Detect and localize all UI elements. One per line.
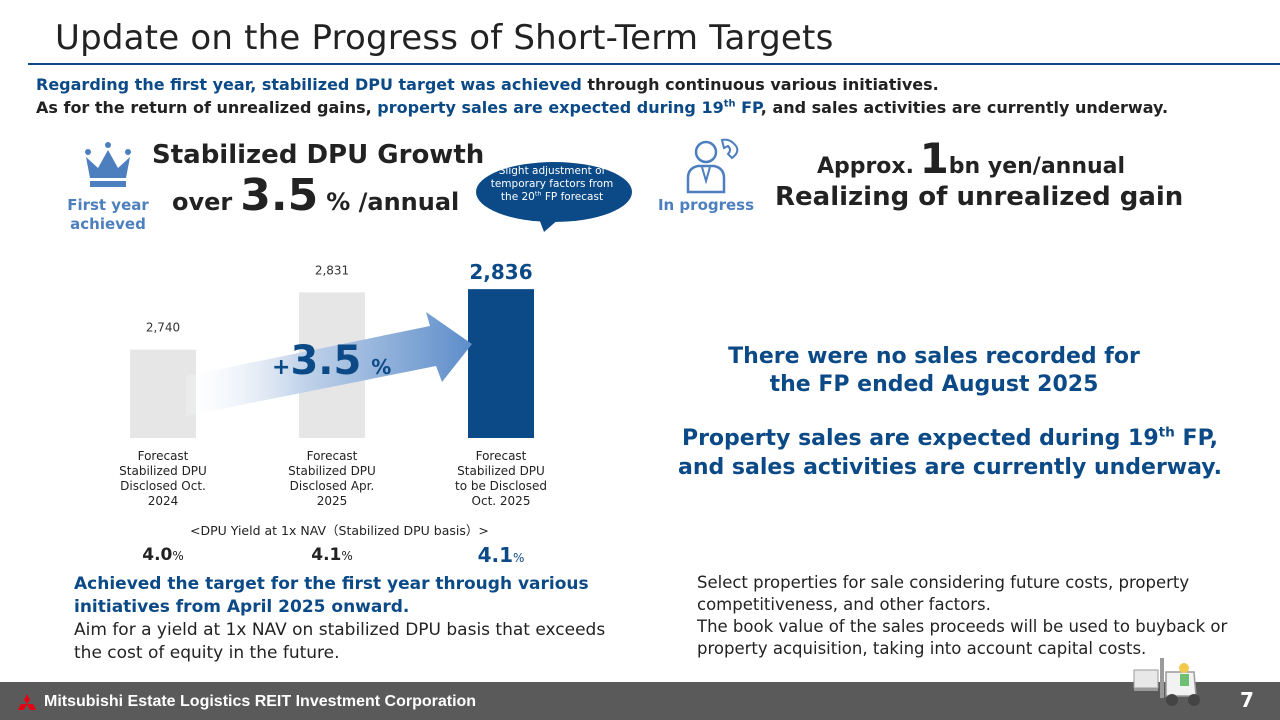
person-phone-icon: [686, 138, 739, 194]
yield-value-3: 4.1%: [477, 543, 525, 567]
over-label: over: [172, 188, 233, 216]
bar-value-label-1: 2,740: [146, 321, 180, 335]
bar-3: [468, 289, 534, 438]
dpu-growth-target: over 3.5% /annual: [172, 170, 459, 221]
forklift-icon: [1133, 658, 1200, 706]
page-title: Update on the Progress of Short-Term Tar…: [55, 18, 834, 58]
aim-statement: Aim for a yield at 1x NAV on stabilized …: [74, 620, 606, 663]
intro-line-1-highlight: Regarding the first year, stabilized DPU…: [36, 75, 582, 94]
mitsubishi-logo-icon: [18, 694, 36, 710]
crown-icon: [85, 142, 131, 187]
title-divider: [28, 63, 1280, 65]
intro-line-2: As for the return of unrealized gains, p…: [36, 98, 1168, 117]
realizing-heading: Realizing of unrealized gain: [775, 182, 1184, 212]
yield-value-1: 4.0%: [142, 545, 184, 565]
bar-value-label-3: 2,836: [469, 260, 532, 284]
footer-bar: [0, 682, 1280, 720]
yield-caption: <DPU Yield at 1x NAV（Stabilized DPU basi…: [190, 523, 489, 538]
speech-bubble-text: Slight adjustment of temporary factors f…: [490, 165, 614, 203]
approx-value: 1: [919, 134, 949, 183]
category-label-3: Forecast Stabilized DPU to be Disclosed Oct…: [454, 449, 548, 508]
intro-line-1-rest: through continuous various initiatives.: [581, 75, 939, 94]
category-label-2: Forecast Stabilized DPU Disclosed Apr. 2025: [288, 449, 376, 508]
page-number: 7: [1240, 688, 1254, 712]
no-sales-statement: There were no sales recorded for the FP …: [728, 344, 1140, 397]
intro-line-2-rest: , and sales activities are currently und…: [760, 98, 1169, 117]
intro-line-2-highlight: property sales are expected during 19: [377, 98, 724, 117]
achieved-statement: Achieved the target for the first year t…: [74, 574, 589, 617]
bar-1: [130, 349, 196, 438]
in-progress-badge: In progress: [657, 196, 755, 214]
dpu-growth-heading: Stabilized DPU Growth: [152, 140, 485, 170]
intro-line-2-start: As for the return of unrealized gains,: [36, 98, 378, 117]
speech-bubble: [476, 162, 632, 232]
growth-arrow: [186, 312, 472, 416]
intro-line-1: Regarding the first year, stabilized DPU…: [36, 75, 939, 94]
yield-value-2: 4.1%: [311, 545, 353, 565]
growth-arrow-label: +3.5%: [272, 338, 392, 384]
property-selection-text: Select properties for sale considering f…: [697, 573, 1228, 658]
growth-unit: % /annual: [326, 188, 460, 216]
dpu-bar-chart: 2,740 2,831 2,836: [130, 260, 534, 438]
bar-value-label-2: 2,831: [315, 263, 349, 277]
growth-value: 3.5: [240, 170, 319, 221]
intro-line-2-sup: th: [723, 98, 736, 110]
company-name: Mitsubishi Estate Logistics REIT Investm…: [44, 693, 477, 710]
category-label-1: Forecast Stabilized DPU Disclosed Oct. 2024: [119, 449, 207, 508]
first-year-achieved-badge: First year achieved: [67, 196, 149, 233]
intro-line-2-highlight-end: FP: [735, 98, 761, 117]
expected-sales-statement: Property sales are expected during 19th …: [678, 424, 1222, 480]
approx-amount: Approx. 1bn yen/annual: [816, 134, 1126, 183]
